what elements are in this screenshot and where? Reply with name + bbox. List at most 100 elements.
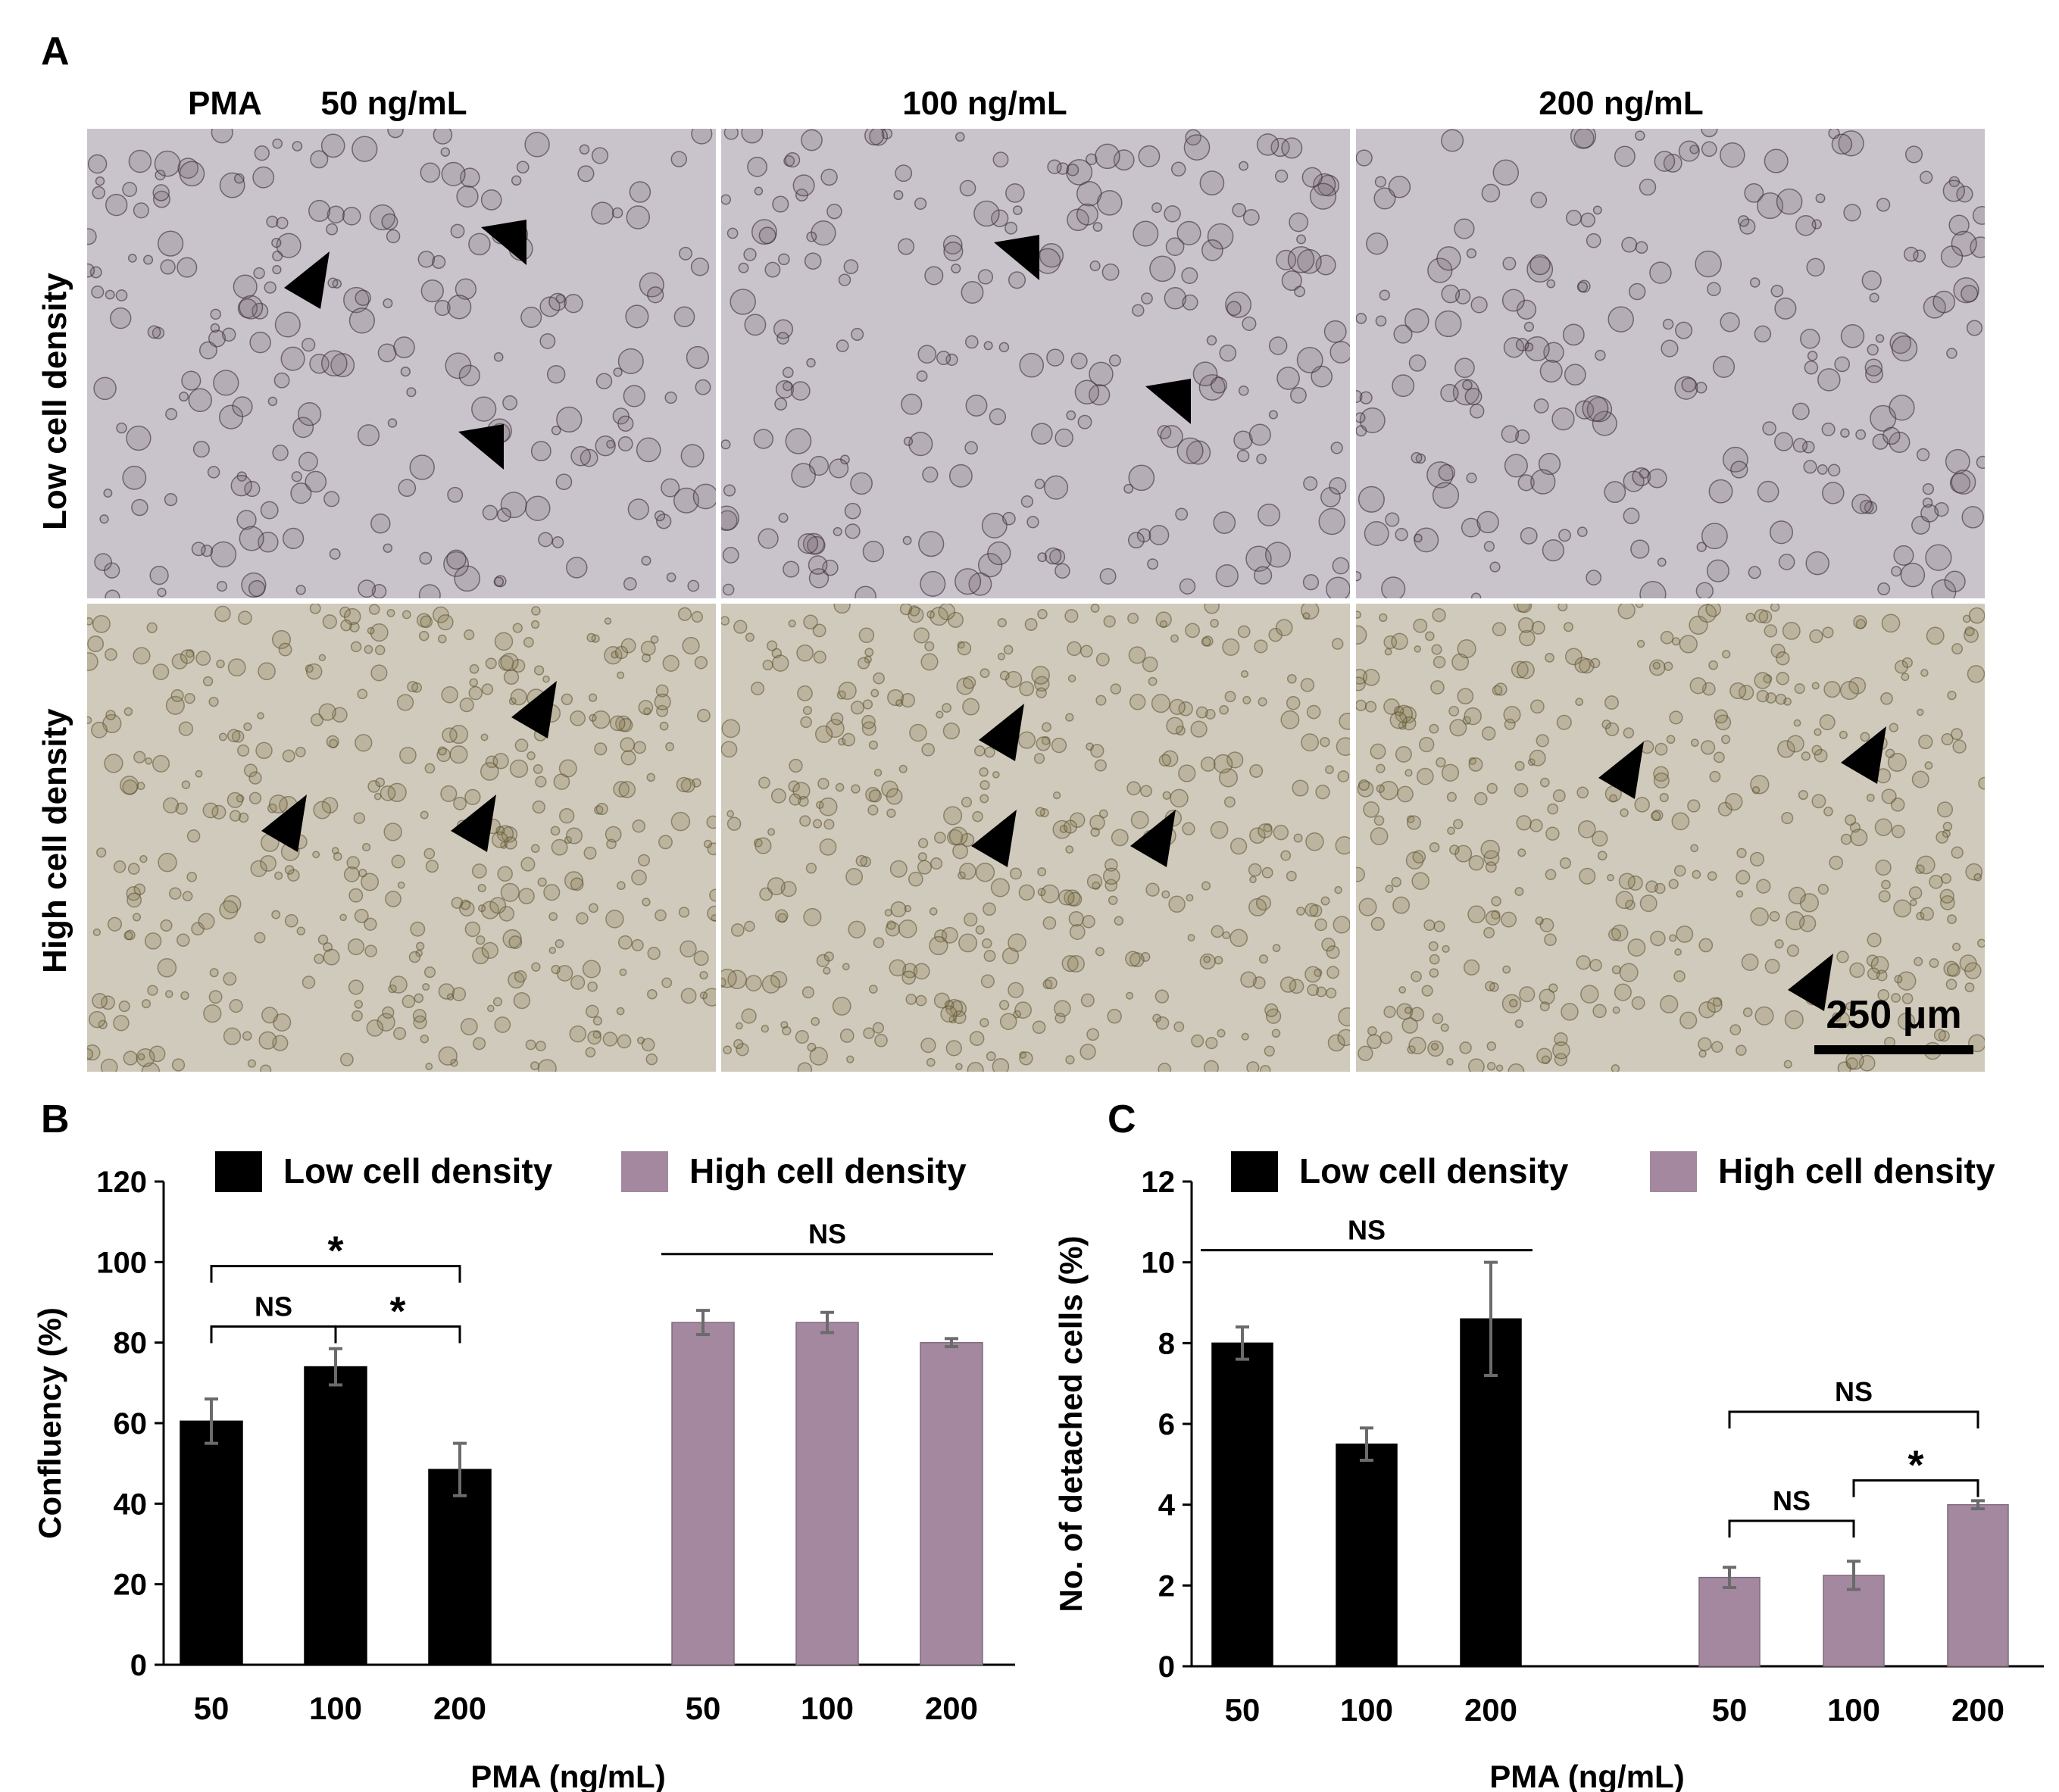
cell-shape — [1303, 476, 1318, 491]
cell-shape — [399, 746, 417, 764]
cell-shape — [312, 851, 320, 859]
cell-shape — [980, 668, 990, 679]
cell-shape — [1389, 711, 1408, 729]
cell-shape — [267, 396, 278, 407]
cell-shape — [1701, 141, 1717, 158]
cell-shape — [1463, 959, 1480, 976]
cell-shape — [381, 213, 398, 230]
cell-shape — [924, 266, 944, 286]
cell-shape — [242, 1031, 252, 1041]
cell-shape — [1160, 425, 1183, 448]
x-tick-label: 100 — [309, 1691, 362, 1726]
cell-shape — [637, 854, 651, 866]
cell-shape — [908, 432, 933, 457]
cell-shape — [1470, 296, 1488, 314]
cell-shape — [1099, 567, 1117, 585]
cell-shape — [1379, 613, 1388, 623]
cell-shape — [694, 656, 708, 670]
cell-shape — [656, 704, 669, 717]
cell-shape — [918, 530, 945, 557]
cell-shape — [1901, 657, 1913, 668]
cell-shape — [1201, 239, 1223, 261]
cell-shape — [617, 1034, 632, 1049]
cell-shape — [1096, 189, 1123, 216]
cell-shape — [211, 129, 233, 144]
cell-shape — [1166, 716, 1184, 735]
cell-shape — [901, 970, 916, 985]
cell-shape — [1430, 680, 1445, 695]
cell-shape — [1410, 1007, 1425, 1022]
cell-shape — [662, 654, 680, 672]
cell-shape — [1531, 620, 1545, 635]
cell-shape — [1897, 971, 1917, 991]
cell-shape — [257, 712, 264, 720]
cell-shape — [486, 1004, 495, 1013]
cell-shape — [1337, 1029, 1350, 1047]
cell-shape — [510, 688, 527, 706]
cell-shape — [1468, 757, 1483, 772]
cell-shape — [181, 780, 191, 789]
cell-shape — [1822, 482, 1845, 504]
cell-shape — [1005, 183, 1025, 203]
cell-shape — [1514, 760, 1525, 771]
cell-shape — [1358, 898, 1377, 916]
cell-shape — [1483, 926, 1495, 938]
cell-shape — [1515, 429, 1530, 445]
cell-shape — [1939, 888, 1954, 904]
cell-shape — [1036, 687, 1047, 698]
cell-shape — [1750, 907, 1769, 926]
cell-shape — [1175, 507, 1189, 521]
panel-a-letter: A — [41, 30, 70, 73]
cell-shape — [886, 808, 896, 818]
cell-shape — [646, 773, 656, 782]
cell-shape — [1063, 820, 1078, 834]
cell-shape — [1769, 910, 1780, 922]
cell-shape — [1362, 669, 1380, 686]
cell-shape — [123, 931, 133, 941]
cell-shape — [180, 649, 195, 664]
bar — [795, 1322, 859, 1666]
cell-shape — [1662, 318, 1674, 330]
cell-shape — [767, 640, 778, 651]
cell-shape — [1332, 557, 1350, 575]
cell-shape — [1258, 954, 1269, 964]
cell-shape — [165, 407, 178, 420]
cell-shape — [1248, 423, 1271, 446]
cell-shape — [832, 996, 851, 1016]
cell-shape — [1689, 145, 1699, 155]
cell-shape — [1428, 941, 1439, 951]
cell-shape — [500, 882, 520, 902]
cell-shape — [216, 659, 225, 669]
cell-shape — [1597, 851, 1608, 861]
cell-shape — [692, 483, 716, 510]
cell-shape — [532, 800, 545, 814]
cell-shape — [1536, 1047, 1553, 1064]
cell-shape — [1086, 1028, 1099, 1041]
cell-shape — [1392, 896, 1411, 914]
cell-shape — [855, 854, 868, 867]
cell-shape — [1953, 277, 1979, 304]
cell-shape — [308, 199, 331, 222]
cell-shape — [929, 907, 938, 916]
cell-shape — [1370, 827, 1389, 845]
cell-shape — [614, 645, 629, 660]
cell-shape — [784, 151, 801, 168]
cell-shape — [481, 941, 498, 960]
cell-shape — [1722, 650, 1731, 659]
cell-shape — [680, 444, 705, 468]
cell-shape — [843, 259, 859, 274]
cell-shape — [570, 710, 586, 726]
cell-shape — [481, 683, 494, 695]
cell-shape — [835, 782, 845, 792]
cell-shape — [271, 629, 292, 649]
cell-shape — [1381, 576, 1406, 598]
cell-shape — [1657, 557, 1667, 567]
cell-shape — [208, 990, 223, 1004]
cell-shape — [1956, 186, 1973, 203]
cell-shape — [355, 289, 371, 306]
y-tick-label: 8 — [1158, 1327, 1175, 1360]
cell-shape — [1526, 256, 1554, 283]
cell-shape — [1320, 896, 1330, 906]
cell-shape — [1924, 761, 1933, 770]
pma-label: PMA — [188, 85, 262, 122]
